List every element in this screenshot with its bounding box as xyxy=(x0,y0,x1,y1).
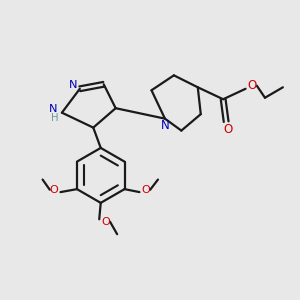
Text: O: O xyxy=(50,185,58,195)
Text: N: N xyxy=(69,80,77,90)
Text: O: O xyxy=(101,217,110,227)
Text: H: H xyxy=(51,113,58,123)
Text: O: O xyxy=(248,79,257,92)
Text: O: O xyxy=(142,185,150,195)
Text: N: N xyxy=(49,104,58,114)
Text: N: N xyxy=(161,119,170,132)
Text: O: O xyxy=(223,123,232,136)
